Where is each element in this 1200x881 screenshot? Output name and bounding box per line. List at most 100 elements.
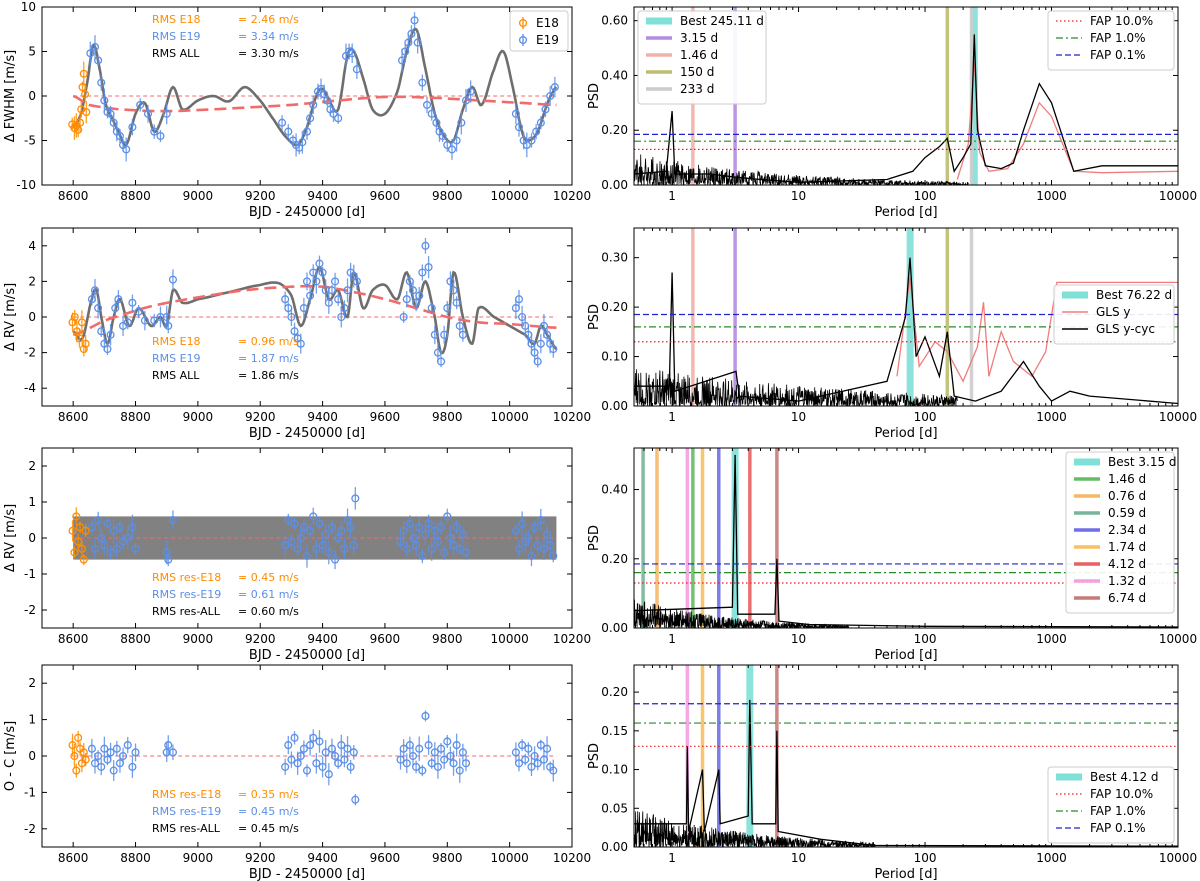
legend-label: FAP 1.0%	[1090, 804, 1146, 818]
x-tick-label: 1000	[1036, 410, 1067, 424]
panel-psd_rv: 1 10 100 1000 10000 0.00 0.10 0.20 0.30 Period [d…	[587, 228, 1197, 441]
x-axis-label: Period [d]	[874, 867, 937, 881]
x-tick-label: 9400	[307, 632, 338, 646]
rms-label: RMS res-E18	[152, 571, 221, 584]
y-tick-label: 0.05	[601, 801, 628, 815]
panel-fwhm: 8600 8800 9000 9200 9400 9600 9800 10000 10200 -1…	[3, 0, 591, 220]
x-tick-label: 9200	[245, 632, 276, 646]
y-tick-label: 0.40	[601, 483, 628, 497]
x-tick-label: 9800	[432, 410, 463, 424]
x-tick-label: 8600	[58, 410, 89, 424]
y-axis-label: Δ FWHM [m/s]	[3, 50, 18, 142]
x-tick-label: 100	[914, 632, 937, 646]
x-tick-label: 1	[668, 189, 676, 203]
x-tick-label: 8600	[58, 189, 89, 203]
x-tick-label: 1	[668, 632, 676, 646]
x-tick-label: 9600	[370, 410, 401, 424]
x-tick-label: 9600	[370, 632, 401, 646]
y-tick-label: 0	[28, 310, 36, 324]
x-tick-label: 10000	[491, 632, 529, 646]
rms-value: = 2.46 m/s	[238, 13, 299, 26]
x-tick-label: 1	[668, 410, 676, 424]
y-tick-label: -1	[24, 785, 36, 799]
x-tick-label: 8800	[120, 189, 151, 203]
legend-label: 150 d	[680, 65, 714, 79]
rms-value: = 0.45 m/s	[238, 571, 299, 584]
y-tick-label: 1	[28, 495, 36, 509]
x-tick-label: 9000	[183, 851, 214, 865]
legend-label: Best 245.11 d	[680, 14, 764, 28]
x-tick-label: 9800	[432, 189, 463, 203]
y-tick-label: -2	[24, 822, 36, 836]
y-tick-label: 10	[21, 0, 36, 14]
x-axis-label: BJD - 2450000 [d]	[249, 205, 365, 220]
x-tick-label: 9000	[183, 410, 214, 424]
x-tick-label: 9800	[432, 851, 463, 865]
x-tick-label: 9000	[183, 632, 214, 646]
legend-label: 3.15 d	[680, 31, 718, 45]
x-tick-label: 8600	[58, 851, 89, 865]
x-tick-label: 10000	[491, 410, 529, 424]
rms-value: = 0.45 m/s	[238, 805, 299, 818]
rms-label: RMS E19	[152, 30, 201, 43]
y-tick-label: -10	[16, 178, 36, 192]
psd-line	[957, 62, 1178, 180]
y-tick-label: 0.30	[601, 251, 628, 265]
x-tick-label: 9600	[370, 851, 401, 865]
legend-label: 2.34 d	[1108, 523, 1146, 537]
x-axis-label: BJD - 2450000 [d]	[249, 648, 365, 663]
plot-area	[69, 238, 557, 368]
rms-value: = 0.61 m/s	[238, 588, 299, 601]
y-axis-label: PSD	[587, 83, 602, 109]
legend-label: FAP 10.0%	[1090, 14, 1153, 28]
x-tick-label: 1000	[1036, 851, 1067, 865]
y-tick-label: -2	[24, 346, 36, 360]
legend-label: GLS y-cyc	[1096, 322, 1155, 336]
rms-label: RMS E19	[152, 352, 201, 365]
x-tick-label: 1000	[1036, 189, 1067, 203]
legend-label: 6.74 d	[1108, 591, 1146, 605]
legend-label: Best 4.12 d	[1090, 770, 1159, 784]
legend-label: 4.12 d	[1108, 557, 1146, 571]
rms-value: = 1.86 m/s	[238, 369, 299, 382]
rms-label: RMS res-ALL	[152, 605, 221, 618]
legend-label: FAP 10.0%	[1090, 787, 1153, 801]
x-tick-label: 10	[791, 632, 806, 646]
x-tick-label: 10	[791, 851, 806, 865]
rms-value: = 0.60 m/s	[238, 605, 299, 618]
y-tick-label: 2	[28, 459, 36, 473]
x-tick-label: 1	[668, 851, 676, 865]
legend-label: 1.32 d	[1108, 574, 1146, 588]
x-tick-label: 10200	[553, 410, 591, 424]
x-tick-label: 9400	[307, 410, 338, 424]
x-tick-label: 10	[791, 410, 806, 424]
legend-label: E19	[536, 33, 559, 47]
panel-oc: 8600 8800 9000 9200 9400 9600 9800 10000 10200-2…	[3, 665, 591, 881]
y-tick-label: -2	[24, 603, 36, 617]
x-tick-label: 10200	[553, 189, 591, 203]
x-tick-label: 8800	[120, 410, 151, 424]
plot-area	[69, 710, 557, 805]
y-tick-label: -1	[24, 567, 36, 581]
rms-label: RMS res-ALL	[152, 822, 221, 835]
rms-value: = 3.30 m/s	[238, 47, 299, 60]
x-tick-label: 1000	[1036, 632, 1067, 646]
y-axis-label: PSD	[587, 525, 602, 551]
y-tick-label: 0.20	[601, 123, 628, 137]
x-tick-label: 100	[914, 410, 937, 424]
x-tick-label: 9600	[370, 189, 401, 203]
x-tick-label: 8600	[58, 632, 89, 646]
x-tick-label: 100	[914, 189, 937, 203]
plot-area	[69, 12, 558, 161]
x-tick-label: 10000	[491, 189, 529, 203]
y-tick-label: 0.10	[601, 350, 628, 364]
y-axis-label: O - C [m/s]	[3, 721, 18, 791]
psd-noise-line	[634, 155, 968, 186]
y-tick-label: 0	[28, 531, 36, 545]
y-tick-label: 0.00	[601, 840, 628, 854]
x-tick-label: 8800	[120, 851, 151, 865]
rms-value: = 0.45 m/s	[238, 822, 299, 835]
y-tick-label: 0.00	[601, 178, 628, 192]
y-axis-label: PSD	[587, 304, 602, 330]
plot-area	[69, 487, 557, 569]
